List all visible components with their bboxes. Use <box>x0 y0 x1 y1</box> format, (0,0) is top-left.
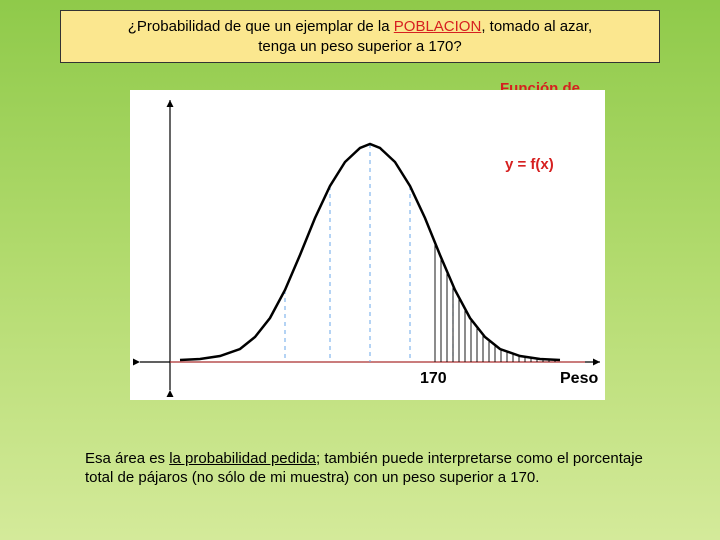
y-equals-fx-label: y = f(x) <box>505 156 554 173</box>
x-170-label: 170 <box>420 370 447 388</box>
question-prefix: ¿Probabilidad de que un ejemplar de la <box>128 18 394 35</box>
question-highlight: POBLACION <box>394 18 482 35</box>
chart-area <box>130 90 605 400</box>
footer-underlined: la probabilidad pedida <box>169 450 316 467</box>
footer-lead: Esa área es <box>85 450 169 467</box>
footer-explanation: Esa área es la probabilidad pedida; tamb… <box>85 450 645 488</box>
question-box: ¿Probabilidad de que un ejemplar de la P… <box>60 10 660 63</box>
peso-axis-label: Peso <box>560 370 598 388</box>
density-chart <box>130 90 605 400</box>
question-middle: , tomado al azar, <box>481 18 592 35</box>
question-line2: tenga un peso superior a 170? <box>258 38 462 55</box>
